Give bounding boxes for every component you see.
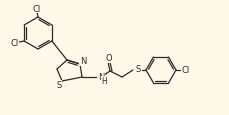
Text: Cl: Cl <box>10 38 18 47</box>
Text: H: H <box>101 77 106 86</box>
Text: S: S <box>56 81 61 90</box>
Text: N: N <box>98 73 104 82</box>
Text: Cl: Cl <box>181 66 189 75</box>
Text: S: S <box>135 65 141 74</box>
Text: O: O <box>105 54 112 63</box>
Text: N: N <box>79 57 86 66</box>
Text: Cl: Cl <box>33 4 41 13</box>
